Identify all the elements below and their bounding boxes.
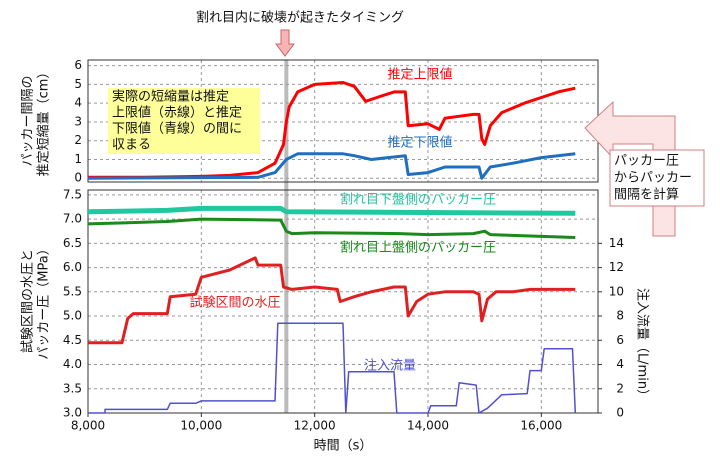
- y-tick-label: 6.0: [63, 260, 82, 274]
- series-line: [88, 256, 576, 345]
- event-band: [284, 60, 289, 413]
- y2-tick-label: 8: [616, 309, 624, 323]
- y-tick-label: 0: [74, 171, 82, 185]
- series-line: [87, 217, 576, 239]
- y2-tick-label: 6: [616, 333, 624, 347]
- y-tick-label: 1: [74, 152, 82, 166]
- note-text: 収まる: [112, 138, 151, 153]
- series-line: [87, 205, 576, 216]
- series-label: 試験区間の水圧: [189, 295, 280, 311]
- y-axis-label: 試験区間の水圧と: [20, 249, 36, 353]
- y-tick-label: 7.0: [63, 212, 82, 226]
- y2-tick-label: 2: [616, 381, 624, 395]
- y-axis-label: 推定短縮量（cm）: [36, 66, 52, 177]
- series-line: [88, 322, 577, 414]
- y-tick-label: 5: [74, 77, 82, 91]
- plot-frame: [87, 189, 599, 414]
- y-tick-label: 6.5: [63, 236, 82, 250]
- x-tick-label: 16,000: [520, 419, 562, 433]
- y2-tick-label: 10: [609, 284, 624, 298]
- y-tick-label: 3.5: [63, 381, 82, 395]
- x-tick-label: 8,000: [71, 419, 105, 433]
- y-tick-label: 3.0: [63, 406, 82, 420]
- note-text: 下限値（青線）の間に: [112, 121, 242, 137]
- y-tick-label: 5.0: [63, 309, 82, 323]
- series-line: [88, 81, 576, 179]
- y2-tick-label: 4: [616, 357, 624, 371]
- y-tick-label: 6: [74, 58, 82, 72]
- y-axis-label: パッカー間隔の: [21, 75, 36, 166]
- side-note-box: [609, 149, 705, 207]
- y2-tick-label: 14: [609, 236, 624, 250]
- side-note-text: パッカー圧: [614, 154, 679, 169]
- y2-tick-label: 12: [609, 260, 624, 274]
- series-label: 推定下限値: [387, 135, 452, 151]
- series-label: 割れ目下盤側のパッカー圧: [340, 192, 496, 208]
- y2-axis-label: 注入流量（L/min）: [635, 288, 650, 402]
- note-box: [108, 88, 260, 154]
- side-note-text: からパッカー: [614, 171, 692, 186]
- x-axis-label: 時間（s）: [314, 439, 373, 454]
- y-tick-label: 7.5: [63, 187, 82, 201]
- y-tick-label: 4.5: [63, 333, 82, 347]
- side-note-text: 間隔を計算: [614, 187, 679, 203]
- series-label: 推定上限値: [387, 67, 452, 83]
- y-tick-label: 5.5: [63, 284, 82, 298]
- y-tick-label: 2: [74, 133, 82, 147]
- note-text: 上限値（赤線）と推定: [112, 105, 242, 121]
- y-tick-label: 4.0: [63, 357, 82, 371]
- series-label: 注入流量: [364, 359, 416, 374]
- series-label: 割れ目上盤側のパッカー圧: [340, 240, 496, 256]
- y-tick-label: 4: [74, 96, 82, 110]
- x-tick-label: 12,000: [294, 419, 336, 433]
- y-axis-label: パッカー圧（MPa）: [37, 242, 52, 359]
- series-line: [87, 152, 576, 180]
- y-tick-label: 3: [74, 114, 82, 128]
- x-tick-label: 14,000: [407, 419, 449, 433]
- event-arrow: [275, 29, 295, 57]
- y2-tick-label: 0: [616, 406, 624, 420]
- note-text: 実際の短縮量は推定: [112, 89, 229, 105]
- x-tick-label: 10,000: [180, 419, 222, 433]
- annotation-title: 割れ目内に破壊が起きたタイミング: [196, 10, 404, 26]
